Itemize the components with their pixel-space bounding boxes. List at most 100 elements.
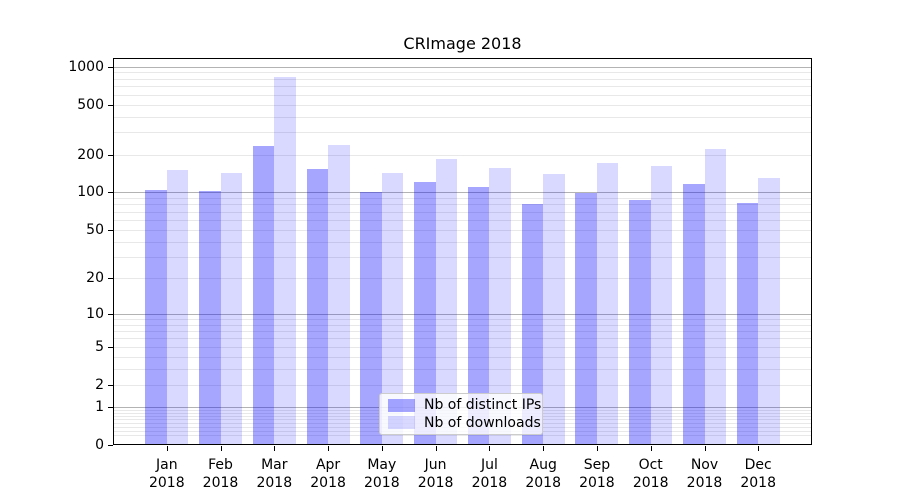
chart-title: CRImage 2018 bbox=[403, 34, 522, 53]
gridline-minor bbox=[114, 78, 811, 80]
gridline-minor bbox=[114, 338, 811, 340]
bar-distinct-ips bbox=[521, 204, 544, 445]
y-tick-mark bbox=[108, 278, 113, 280]
x-tick-label: Feb 2018 bbox=[202, 457, 239, 491]
y-tick-mark bbox=[108, 229, 113, 231]
gridline-minor bbox=[114, 256, 811, 258]
gridline-minor bbox=[114, 346, 811, 348]
bar-downloads bbox=[489, 168, 511, 445]
x-tick-label: Jun 2018 bbox=[417, 457, 454, 491]
gridline-minor bbox=[114, 356, 811, 358]
x-tick-mark bbox=[435, 446, 437, 451]
x-tick-label: Jul 2018 bbox=[471, 457, 508, 491]
x-tick-mark bbox=[489, 446, 491, 451]
bar-distinct-ips bbox=[683, 184, 705, 445]
bar-downloads bbox=[381, 173, 404, 445]
y-tick-label: 10 bbox=[86, 305, 104, 322]
x-tick-label: May 2018 bbox=[363, 457, 400, 491]
y-tick-label: 2 bbox=[95, 376, 104, 393]
y-tick-label: 0 bbox=[95, 437, 104, 453]
bar-downloads bbox=[758, 177, 780, 445]
legend-label-downloads: Nb of downloads bbox=[424, 414, 541, 431]
bar-distinct-ips bbox=[145, 189, 167, 445]
x-tick-mark bbox=[166, 446, 168, 451]
legend-item-distinct-ips: Nb of distinct IPs bbox=[388, 397, 541, 413]
y-tick-mark bbox=[108, 192, 113, 194]
y-tick-label: 50 bbox=[86, 221, 104, 238]
legend-item-downloads: Nb of downloads bbox=[388, 415, 541, 431]
x-tick-mark bbox=[543, 446, 545, 451]
x-tick-label: Nov 2018 bbox=[686, 457, 723, 491]
x-tick-label: Jan 2018 bbox=[148, 457, 185, 491]
y-tick-label: 100 bbox=[77, 184, 104, 201]
bar-downloads bbox=[274, 77, 296, 445]
bar-downloads bbox=[650, 166, 673, 445]
y-tick-mark bbox=[108, 104, 113, 106]
gridline-minor bbox=[114, 229, 811, 231]
x-tick-label: Oct 2018 bbox=[632, 457, 669, 491]
y-tick-mark bbox=[108, 66, 113, 68]
bar-distinct-ips bbox=[199, 191, 221, 445]
gridline-major bbox=[114, 66, 811, 68]
x-tick-label: Apr 2018 bbox=[310, 457, 346, 491]
bar-distinct-ips bbox=[736, 203, 759, 445]
y-tick-mark bbox=[108, 313, 113, 315]
gridline-minor bbox=[114, 331, 811, 333]
gridline-minor bbox=[114, 154, 811, 156]
gridline-minor bbox=[114, 324, 811, 326]
y-tick-label: 200 bbox=[77, 146, 104, 163]
gridline-minor bbox=[114, 132, 811, 134]
gridline-minor bbox=[114, 204, 811, 206]
y-tick-mark bbox=[108, 384, 113, 386]
bar-distinct-ips bbox=[360, 192, 382, 445]
y-tick-mark bbox=[108, 445, 113, 446]
legend-swatch-downloads-icon bbox=[388, 416, 415, 430]
x-tick-label: Dec 2018 bbox=[740, 457, 776, 491]
x-tick-mark bbox=[758, 446, 760, 451]
bar-downloads bbox=[704, 148, 726, 445]
x-tick-mark bbox=[328, 446, 330, 451]
gridline-minor bbox=[114, 318, 811, 320]
gridline-minor bbox=[114, 384, 811, 386]
bar-distinct-ips bbox=[467, 187, 490, 445]
gridline-minor bbox=[114, 211, 811, 213]
bar-downloads bbox=[166, 170, 189, 445]
x-tick-label: Mar 2018 bbox=[256, 457, 293, 491]
bar-distinct-ips bbox=[414, 181, 436, 445]
gridline-major bbox=[114, 313, 811, 315]
bar-distinct-ips bbox=[306, 169, 329, 445]
y-tick-mark bbox=[108, 407, 113, 408]
gridline-minor bbox=[114, 435, 811, 436]
gridline-minor bbox=[114, 104, 811, 106]
x-tick-mark bbox=[274, 446, 276, 451]
y-tick-mark bbox=[108, 346, 113, 348]
y-tick-label: 5 bbox=[95, 338, 104, 355]
x-tick-label: Aug 2018 bbox=[525, 457, 561, 491]
y-tick-label: 20 bbox=[86, 270, 104, 287]
gridline-minor bbox=[114, 369, 811, 371]
legend-label-distinct-ips: Nb of distinct IPs bbox=[424, 397, 542, 414]
gridline-minor bbox=[114, 116, 811, 118]
x-tick-mark bbox=[220, 446, 222, 451]
y-tick-label: 1 bbox=[95, 399, 104, 415]
gridline-minor bbox=[114, 72, 811, 74]
x-tick-mark bbox=[704, 446, 706, 451]
bar-downloads bbox=[328, 145, 350, 445]
x-tick-mark bbox=[596, 446, 598, 451]
bar-distinct-ips bbox=[629, 199, 651, 445]
bar-downloads bbox=[220, 172, 242, 445]
x-tick-mark bbox=[650, 446, 652, 451]
y-tick-label: 500 bbox=[77, 96, 104, 113]
bar-downloads bbox=[435, 158, 458, 445]
gridline-minor bbox=[114, 219, 811, 221]
x-tick-mark bbox=[381, 446, 383, 451]
gridline-minor bbox=[114, 86, 811, 88]
gridline-minor bbox=[114, 197, 811, 199]
bar-distinct-ips bbox=[575, 192, 597, 445]
y-tick-mark bbox=[108, 154, 113, 156]
bar-downloads bbox=[543, 174, 565, 445]
gridline-minor bbox=[114, 278, 811, 280]
x-tick-label: Sep 2018 bbox=[579, 457, 615, 491]
y-tick-label: 1000 bbox=[68, 58, 104, 75]
